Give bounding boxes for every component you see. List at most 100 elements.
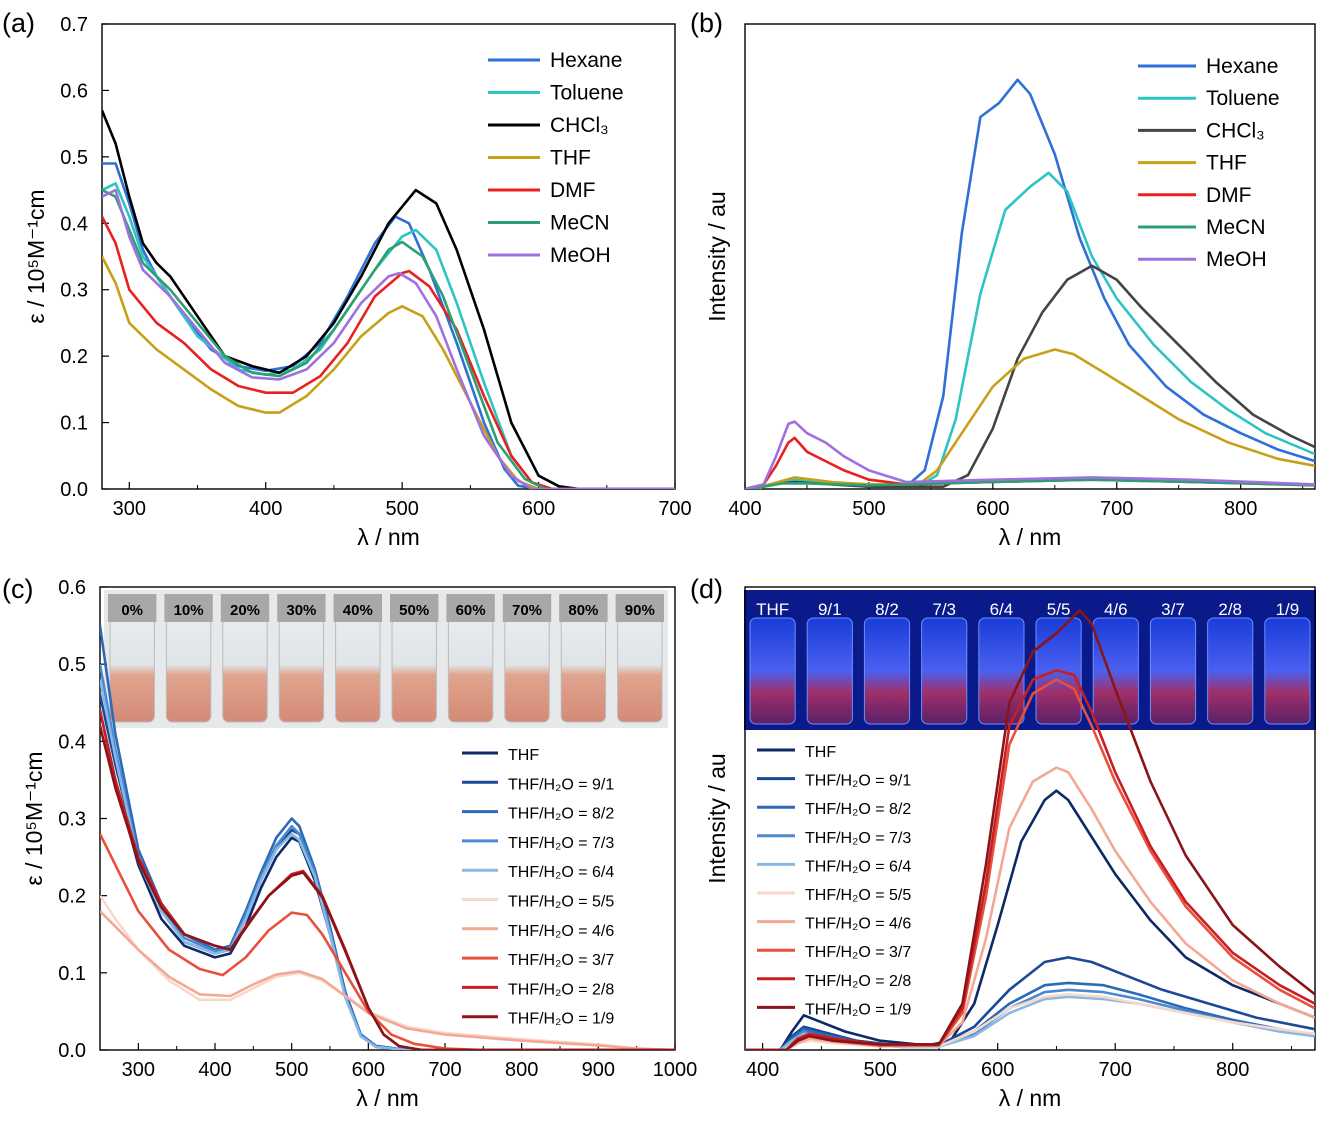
series-line: [745, 669, 1315, 1050]
legend-label: THF/H₂O = 1/9: [805, 1001, 911, 1018]
x-axis-label: λ / nm: [999, 524, 1062, 550]
panel-label: (a): [2, 8, 35, 38]
series-line: [745, 956, 1315, 1050]
legend-label: THF/H₂O = 4/6: [805, 916, 911, 933]
x-tick-label: 600: [976, 498, 1009, 520]
vial: [1207, 617, 1254, 725]
vial-label: 1/9: [1276, 600, 1300, 619]
series-line: [100, 725, 675, 1050]
vial: [278, 617, 325, 723]
series-line: [100, 679, 675, 1050]
y-axis-label: ε / 10⁵M⁻¹cm: [23, 189, 49, 323]
legend-label: THF/H₂O = 2/8: [805, 973, 911, 990]
plot-frame: [744, 586, 1316, 1051]
y-tick-label: 0.0: [58, 1040, 86, 1062]
series-line: [100, 910, 675, 1050]
legend-label: THF/H₂O = 9/1: [805, 773, 911, 790]
series-line: [102, 109, 675, 489]
vial-cap: [446, 594, 495, 622]
y-tick-label: 0.3: [60, 280, 88, 302]
y-tick-label: 0.6: [60, 80, 88, 102]
x-tick-label: 700: [428, 1059, 461, 1081]
vial: [1264, 617, 1311, 725]
legend-label: MeCN: [550, 212, 610, 235]
series-group: [745, 78, 1315, 489]
legend-label: THF/H₂O = 9/1: [508, 776, 614, 793]
vial: [749, 617, 796, 725]
vial-label: 0%: [121, 602, 143, 619]
legend-label: THF: [805, 744, 836, 761]
y-tick-label: 0.4: [60, 213, 88, 235]
legend-label: THF/H₂O = 6/4: [508, 864, 614, 881]
vial: [806, 617, 853, 725]
vial: [109, 617, 155, 723]
legend-label: THF/H₂O = 4/6: [508, 923, 614, 940]
x-tick-label: 500: [275, 1059, 308, 1081]
vial-label: 50%: [399, 602, 429, 619]
legend-label: MeCN: [1206, 216, 1266, 239]
vial-cap: [559, 594, 608, 622]
series-group: [100, 625, 675, 1050]
vial: [1149, 617, 1197, 725]
legend-label: Hexane: [550, 49, 622, 72]
vial-cap: [164, 594, 213, 622]
x-tick-label: 700: [658, 498, 691, 520]
vial: [447, 617, 494, 723]
legend: THF THF/H₂O = 9/1 THF/H₂O = 8/2 THF/H₂O = 7…: [757, 744, 911, 1018]
legend-label: DMF: [550, 179, 596, 202]
y-tick-label: 0.7: [60, 14, 88, 36]
legend-label: CHCl₃: [550, 114, 609, 137]
legend-label: DMF: [1206, 184, 1252, 207]
vial: [165, 617, 212, 723]
chart-panel-d: (d) THF 9/1 8/2 7/3 6/4 5/5 4/6 3/7 2/8 1/9 400 500 6…: [690, 574, 1316, 1111]
x-axis-label: λ / nm: [999, 1085, 1062, 1111]
vial-label: 30%: [286, 602, 316, 619]
vial-label: 3/7: [1161, 600, 1185, 619]
vial: [222, 617, 268, 723]
x-tick-label: 400: [249, 498, 282, 520]
series-line: [100, 833, 675, 1050]
vial: [504, 617, 550, 723]
legend-label: THF/H₂O = 2/8: [508, 981, 614, 998]
y-tick-label: 0.5: [60, 147, 88, 169]
chart-panel-c: (c) 0% 10% 20% 30% 40% 50% 60% 70% 80% 90% 300 400 50…: [2, 574, 697, 1111]
x-tick-label: 400: [728, 498, 761, 520]
x-tick-label: 500: [385, 498, 418, 520]
x-tick-label: 600: [981, 1059, 1014, 1081]
series-group: [745, 608, 1315, 1050]
y-tick-label: 0.6: [58, 577, 86, 599]
vial: [335, 617, 381, 723]
vial-cap: [277, 594, 326, 622]
series-line: [102, 188, 675, 489]
series-line: [102, 188, 675, 489]
vial-label: 70%: [512, 602, 542, 619]
legend-label: THF/H₂O = 3/7: [508, 952, 614, 969]
legend-label: THF/H₂O = 7/3: [805, 830, 911, 847]
vial-label: 2/8: [1218, 600, 1242, 619]
vial-label: 8/2: [875, 600, 899, 619]
legend-label: CHCl₃: [1206, 119, 1265, 142]
y-axis-label: Intensity / au: [704, 191, 730, 321]
x-tick-label: 1000: [653, 1059, 698, 1081]
vial-label: THF: [756, 600, 789, 619]
x-tick-label: 500: [863, 1059, 896, 1081]
series-line: [745, 478, 1315, 489]
legend-label: THF/H₂O = 5/5: [508, 894, 614, 911]
legend: Hexane Toluene CHCl₃ THF DMF MeCN MeOH: [488, 49, 624, 267]
vial: [617, 617, 663, 723]
vial-cap: [502, 594, 552, 622]
y-tick-label: 0.2: [60, 346, 88, 368]
series-line: [102, 255, 675, 489]
x-tick-label: 800: [1224, 498, 1257, 520]
x-axis-label: λ / nm: [356, 1085, 419, 1111]
legend-label: THF: [550, 147, 591, 170]
vial-label: 9/1: [818, 600, 842, 619]
vial-label: 6/4: [990, 600, 1014, 619]
series-line: [745, 789, 1315, 1050]
series-line: [745, 766, 1315, 1050]
y-tick-label: 0.1: [60, 413, 88, 435]
y-tick-label: 0.1: [58, 963, 86, 985]
vial-label: 80%: [568, 602, 598, 619]
vial: [391, 617, 437, 723]
y-tick-label: 0.5: [58, 654, 86, 676]
